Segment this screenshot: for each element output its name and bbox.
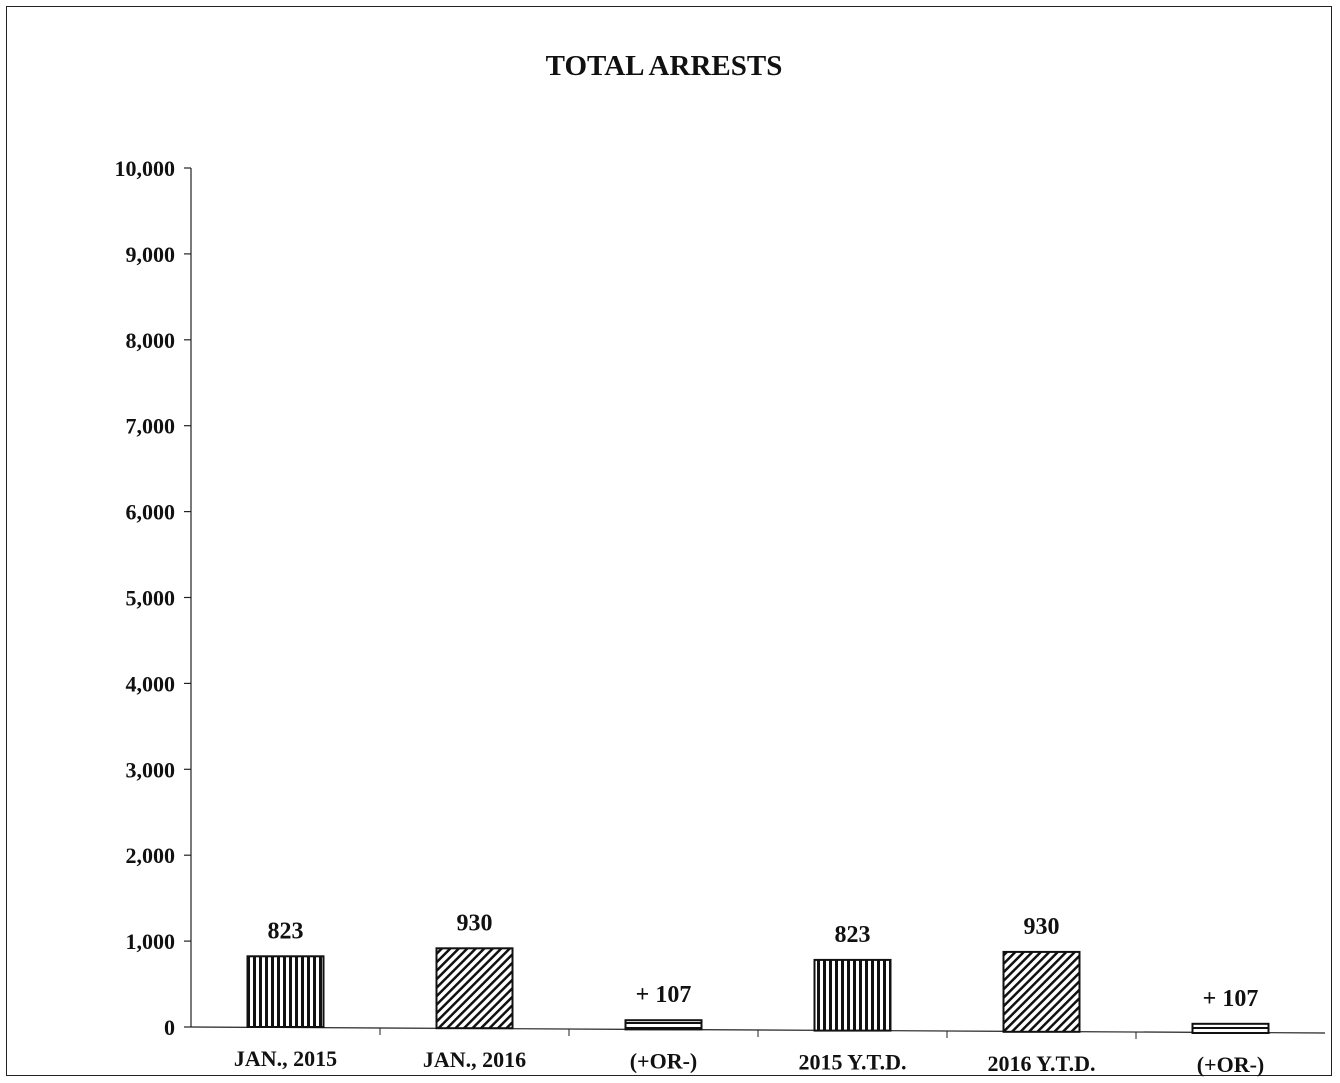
data-label: 823 bbox=[835, 922, 871, 948]
bar-chart: TOTAL ARRESTS 0 1,000 2,000 3,000 4,000 5,000… bbox=[115, 50, 1326, 1077]
category-label: JAN., 2016 bbox=[423, 1047, 526, 1072]
y-tick-label: 9,000 bbox=[126, 242, 176, 267]
category-label: 2015 Y.T.D. bbox=[799, 1050, 907, 1075]
y-tick-label: 2,000 bbox=[126, 843, 176, 868]
category-label: 2016 Y.T.D. bbox=[988, 1051, 1096, 1076]
category-label: JAN., 2015 bbox=[234, 1046, 337, 1071]
data-label: 930 bbox=[1024, 914, 1060, 940]
bar bbox=[435, 947, 514, 1030]
y-tick-label: 7,000 bbox=[126, 414, 176, 439]
category-label: (+OR-) bbox=[1197, 1052, 1265, 1077]
chart-frame: TOTAL ARRESTS 0 1,000 2,000 3,000 4,000 5,000… bbox=[6, 6, 1332, 1077]
category-label: (+OR-) bbox=[630, 1048, 698, 1073]
plot-area: 0 1,000 2,000 3,000 4,000 5,000 6,000 7,000 8,00… bbox=[115, 156, 1326, 1077]
y-tick-label: 10,000 bbox=[115, 156, 176, 181]
y-tick-label: 8,000 bbox=[126, 328, 176, 353]
bar bbox=[1191, 1022, 1270, 1035]
y-tick-label: 3,000 bbox=[126, 757, 176, 782]
bar bbox=[246, 955, 325, 1029]
data-label: 930 bbox=[457, 910, 493, 936]
chart-title: TOTAL ARRESTS bbox=[546, 50, 783, 82]
y-tick-label: 5,000 bbox=[126, 586, 176, 611]
bar bbox=[624, 1019, 703, 1031]
data-label: + 107 bbox=[636, 982, 692, 1008]
y-tick-label: 6,000 bbox=[126, 500, 176, 525]
y-tick-label: 4,000 bbox=[126, 671, 176, 696]
data-label: + 107 bbox=[1203, 986, 1259, 1012]
y-tick-label: 1,000 bbox=[126, 929, 176, 954]
bar bbox=[1002, 950, 1081, 1033]
bar bbox=[813, 958, 892, 1032]
y-tick-label: 0 bbox=[164, 1015, 175, 1040]
data-label: 823 bbox=[268, 918, 304, 944]
